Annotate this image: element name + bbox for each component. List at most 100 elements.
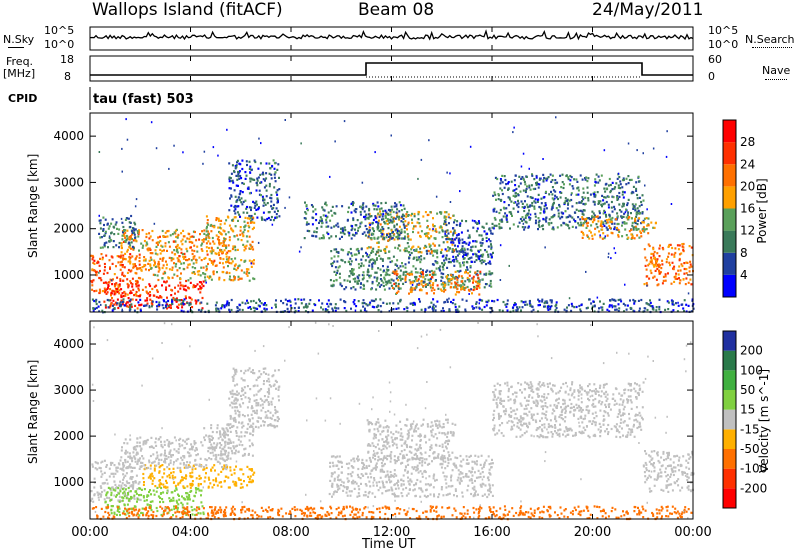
heatmap-cell-4 [236,444,238,447]
heatmap-cell-9 [434,273,437,276]
heatmap-cell-12 [604,219,607,222]
heatmap-cell-6 [240,177,243,180]
heatmap-cell-5 [244,247,247,250]
heatmap-cell-8 [342,249,345,252]
heatmap-cell-8 [456,270,459,273]
heatmap-cell-10 [403,231,406,234]
heatmap-cell-7 [275,306,277,309]
heatmap-noise [321,219,323,222]
heatmap-cell-8 [368,254,371,257]
heatmap-cell-12 [513,201,516,204]
heatmap-cell-2 [240,269,243,272]
heatmap-cell-7 [379,305,382,308]
heatmap-cell-12 [529,204,532,207]
heatmap-cell-6 [265,195,268,198]
heatmap-cell-1 [176,508,179,511]
heatmap-cell-0 [91,463,94,466]
heatmap-cell-11 [361,203,364,206]
heatmap-cell-7 [442,309,445,313]
heatmap-cell-3 [157,461,160,464]
heatmap-cell-8 [428,270,431,273]
heatmap-cell-12 [583,209,586,212]
heatmap-cell-4 [229,430,232,433]
heatmap-noise [670,203,673,205]
heatmap-cell-2 [229,466,232,469]
heatmap-cell-6 [229,177,232,180]
heatmap-cell-3 [137,235,140,238]
heatmap-cell-0 [115,469,118,472]
heatmap-cell-2 [174,265,177,268]
heatmap-cell-4 [104,218,107,221]
heatmap-cell-5 [205,227,208,230]
heatmap-noise [522,152,525,155]
heatmap-cell-4 [103,242,106,245]
heatmap-cell-14 [665,261,668,264]
heatmap-cell-2 [180,262,183,265]
heatmap-cell-3 [126,229,129,232]
heatmap-cell-10 [412,230,414,234]
heatmap-cell-4 [99,222,102,225]
heatmap-cell-6 [228,180,231,183]
heatmap-cell-3 [215,234,218,237]
heatmap-cell-2 [187,464,190,467]
heatmap-cell-12 [632,191,635,194]
heatmap-noise [217,154,219,157]
heatmap-cell-7 [139,298,142,301]
heatmap-cell-0 [118,255,120,258]
heatmap-cell-3 [224,459,227,463]
heatmap-cell-12 [636,207,639,210]
heatmap-cell-13 [600,223,602,226]
heatmap-cell-7 [506,299,509,302]
heatmap-cell-7 [454,303,457,306]
heatmap-cell-2 [237,265,240,268]
heatmap-cell-7 [215,307,218,310]
heatmap-cell-0 [138,498,141,501]
heatmap-cell-3 [121,238,124,241]
heatmap-cell-8 [375,288,378,291]
heatmap-cell-12 [638,180,641,183]
heatmap-cell-3 [124,231,127,234]
heatmap-cell-14 [655,265,658,268]
heatmap-cell-10 [424,211,427,214]
heatmap-cell-6 [272,203,275,206]
heatmap-cell-11 [395,228,398,231]
heatmap-cell-12 [524,214,527,217]
heatmap-cell-2 [205,472,207,475]
heatmap-cell-13 [653,226,656,229]
heatmap-cell-6 [269,218,272,221]
heatmap-cell-0 [99,467,102,470]
heatmap-cell-11 [384,209,387,212]
heatmap-cell-13 [580,230,583,233]
heatmap-cell-2 [212,273,215,276]
heatmap-cell-12 [565,223,568,226]
heatmap-cell-12 [551,186,554,189]
heatmap-noise [212,146,215,149]
heatmap-cell-7 [549,299,552,302]
heatmap-cell-5 [225,246,228,250]
heatmap-cell-6 [263,186,266,189]
heatmap-cell-12 [603,224,606,227]
heatmap-cell-8 [353,272,355,276]
heatmap-cell-5 [209,242,212,245]
heatmap-cell-5 [233,235,236,238]
heatmap-cell-6 [231,164,234,167]
heatmap-cell-4 [215,444,218,447]
heatmap-cell-8 [358,279,361,282]
heatmap-cell-12 [514,201,517,204]
heatmap-cell-9 [475,280,477,283]
heatmap-cell-8 [380,283,383,287]
heatmap-cell-2 [179,479,182,482]
heatmap-noise [665,155,668,158]
heatmap-cell-10 [430,251,433,254]
heatmap-cell-6 [230,204,233,207]
heatmap-cell-7 [118,302,121,305]
heatmap-cell-11 [324,214,327,217]
heatmap-cell-0 [114,472,117,475]
heatmap-cell-10 [393,238,396,241]
heatmap-cell-3 [167,442,170,445]
heatmap-cell-10 [407,251,410,254]
heatmap-cell-1 [155,506,158,510]
heatmap-cell-0 [135,283,138,286]
heatmap-cell-4 [210,424,213,427]
heatmap-cell-9 [397,279,400,282]
